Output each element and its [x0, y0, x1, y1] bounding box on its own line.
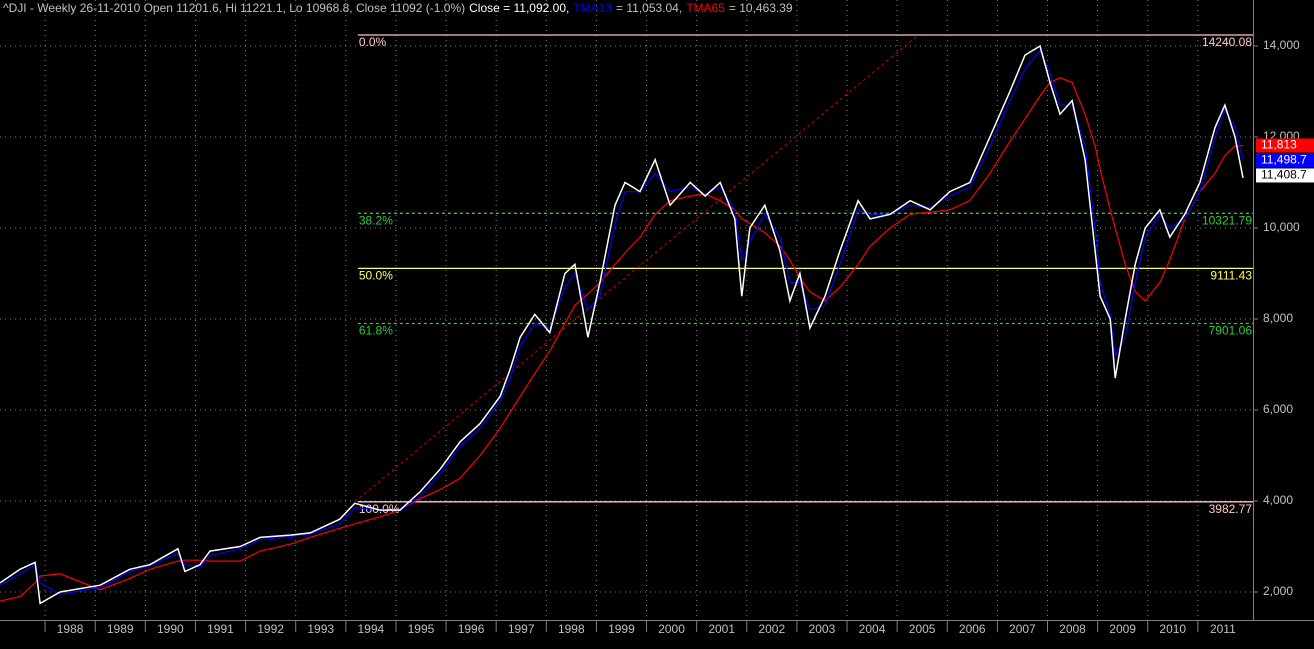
fib-value-label: 3982.77	[1209, 502, 1253, 516]
fib-value-label: 9111.43	[1210, 269, 1252, 283]
fib-value-label: 7901.06	[1209, 324, 1253, 338]
x-tick-label: 2005	[909, 622, 936, 636]
price-tag-label: 11,498.7	[1261, 153, 1307, 167]
grid	[0, 0, 1253, 620]
header-part: ^DJI - Weekly 26-11-2010 Open 11201.6, H…	[3, 1, 465, 15]
x-tick-label: 2006	[959, 622, 986, 636]
x-tick-label: 1999	[608, 622, 635, 636]
series-line	[0, 77, 1244, 602]
price-tag	[1256, 138, 1314, 153]
fib-label: 61.8%	[359, 324, 393, 338]
x-tick-label: 2002	[758, 622, 785, 636]
axes: 2,0004,0006,0008,00010,00012,00014,00019…	[44, 38, 1314, 636]
x-tick-label: 1996	[458, 622, 485, 636]
header-part: Close = 11,092.00,	[469, 1, 569, 15]
x-tick-label: 2007	[1009, 622, 1036, 636]
x-tick-label: 1991	[207, 622, 234, 636]
x-tick-label: 1998	[558, 622, 585, 636]
x-tick-label: 1988	[57, 622, 84, 636]
x-tick-label: 1989	[107, 622, 134, 636]
x-tick-label: 2011	[1210, 622, 1236, 636]
y-tick-label: 2,000	[1263, 584, 1293, 598]
trend-line	[354, 34, 919, 503]
y-tick-label: 10,000	[1263, 220, 1300, 234]
x-tick-label: 2001	[708, 622, 735, 636]
x-tick-label: 2010	[1159, 622, 1186, 636]
x-tick-label: 2000	[658, 622, 685, 636]
price-tag-label: 11,813	[1261, 138, 1297, 152]
chart-header: ^DJI - Weekly 26-11-2010 Open 11201.6, H…	[3, 1, 793, 15]
y-tick-label: 8,000	[1263, 311, 1293, 325]
price-tag	[1256, 153, 1314, 168]
header-part: TMA13	[573, 1, 612, 15]
plot-area: 0.0% 14240.08 38.2% 10321.79 50.0% 9111.43 61.…	[0, 34, 1253, 605]
price-tag	[1256, 168, 1314, 183]
x-tick-label: 1992	[257, 622, 284, 636]
x-tick-label: 2004	[859, 622, 886, 636]
x-tick-label: 1997	[508, 622, 535, 636]
x-tick-label: 2009	[1109, 622, 1136, 636]
fib-label: 0.0%	[359, 35, 387, 49]
fib-label: 38.2%	[359, 214, 393, 228]
fib-value-label: 10321.79	[1202, 214, 1252, 228]
x-tick-label: 2003	[809, 622, 836, 636]
header-part: = 11,053.04,	[616, 1, 682, 15]
y-tick-label: 6,000	[1263, 402, 1293, 416]
series-line	[0, 44, 1244, 605]
y-tick-label: 4,000	[1263, 493, 1293, 507]
price-tag-label: 11,408.7	[1261, 168, 1307, 182]
header-part: = 10,463.39	[729, 1, 793, 15]
header-part: TMA65	[686, 1, 725, 15]
x-tick-label: 1990	[157, 622, 184, 636]
y-tick-label: 14,000	[1263, 38, 1300, 52]
x-tick-label: 1993	[307, 622, 334, 636]
x-tick-label: 2008	[1059, 622, 1086, 636]
x-tick-label: 1995	[408, 622, 435, 636]
series-line	[0, 49, 1244, 595]
x-tick-label: 1994	[357, 622, 384, 636]
fib-value-label: 14240.08	[1202, 35, 1252, 49]
fib-label: 50.0%	[359, 269, 393, 283]
